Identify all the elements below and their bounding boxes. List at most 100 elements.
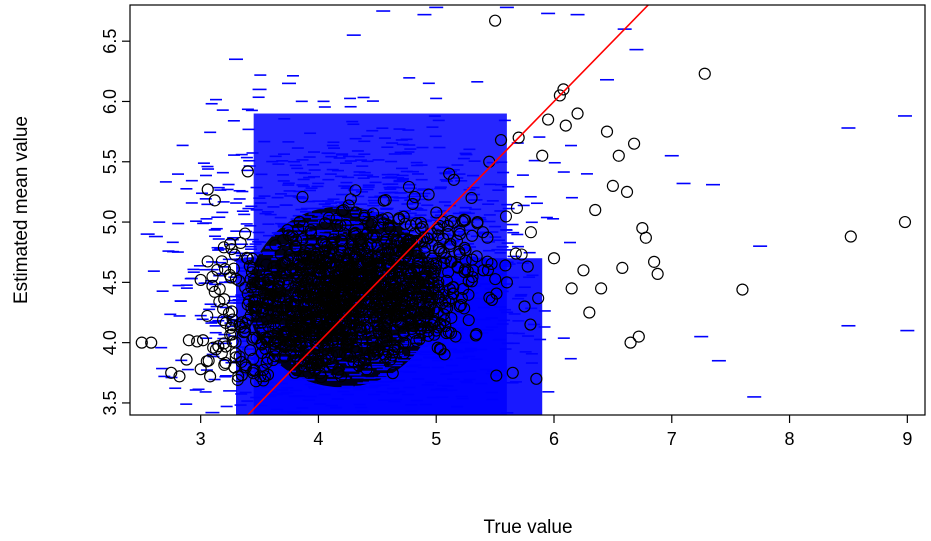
observed-point <box>226 319 239 332</box>
observed-point <box>296 190 309 204</box>
observed-point <box>267 337 280 350</box>
observed-point <box>632 330 645 343</box>
observed-point <box>422 257 435 270</box>
observed-point <box>229 347 242 360</box>
observed-point <box>287 329 300 342</box>
observed-point <box>342 283 355 296</box>
observed-point <box>304 227 318 240</box>
observed-point <box>135 336 148 349</box>
observed-point <box>736 283 749 296</box>
observed-point <box>453 224 466 237</box>
observed-point <box>509 247 522 260</box>
observed-point <box>347 228 360 241</box>
observed-point <box>357 311 370 324</box>
observed-point <box>268 306 281 319</box>
observed-point <box>547 252 561 265</box>
observed-point <box>145 336 158 349</box>
observed-point <box>412 319 425 332</box>
observed-point <box>269 322 282 335</box>
observed-point <box>500 276 513 289</box>
observed-point <box>394 319 407 332</box>
observed-point <box>494 133 508 147</box>
observed-point <box>392 271 405 284</box>
y-tick-label: 3.5 <box>100 390 120 415</box>
observed-point <box>300 289 313 303</box>
observed-point <box>321 282 334 295</box>
observed-point <box>208 285 221 298</box>
observed-point <box>347 355 360 368</box>
observed-point <box>301 318 314 331</box>
observed-point <box>201 309 214 322</box>
observed-point <box>374 300 387 313</box>
observed-point <box>196 334 210 347</box>
observed-point <box>557 83 570 96</box>
observed-point <box>194 363 207 376</box>
observed-point <box>278 256 291 269</box>
observed-point <box>369 309 382 322</box>
observed-point <box>232 274 245 287</box>
observed-point <box>218 263 232 276</box>
observed-point <box>201 183 214 196</box>
observed-point <box>297 347 311 361</box>
observed-point <box>378 348 391 361</box>
observed-point <box>559 119 572 132</box>
observed-point <box>395 246 408 260</box>
observed-point <box>364 238 377 251</box>
observed-point <box>262 330 275 343</box>
observed-point <box>606 179 619 192</box>
observed-point <box>269 342 282 355</box>
observed-point <box>429 288 442 301</box>
observed-point <box>306 256 319 269</box>
observed-point <box>250 332 263 345</box>
observed-point <box>489 273 502 286</box>
observed-point <box>382 221 395 234</box>
observed-point <box>461 265 474 278</box>
observed-point <box>499 259 512 272</box>
observed-point <box>490 369 503 382</box>
observed-point <box>277 234 290 247</box>
observed-point <box>465 229 479 242</box>
observed-point <box>268 261 281 274</box>
observed-point <box>438 314 451 327</box>
observed-point <box>391 234 404 248</box>
x-tick-label: 3 <box>196 429 206 449</box>
observed-point <box>639 231 652 244</box>
observed-point <box>422 188 435 201</box>
observed-point <box>627 137 641 150</box>
observed-point <box>264 280 277 293</box>
observed-point <box>336 273 349 286</box>
y-tick-label: 6.0 <box>100 89 120 114</box>
observed-point <box>208 194 221 207</box>
observed-point <box>406 197 419 211</box>
observed-point <box>390 291 403 304</box>
observed-point <box>388 304 401 317</box>
observed-point <box>300 312 313 325</box>
observed-point <box>244 344 257 357</box>
observed-point <box>337 204 350 217</box>
observed-point <box>612 149 625 162</box>
observed-point <box>577 264 590 277</box>
observed-point <box>274 284 287 297</box>
observed-point <box>430 324 443 337</box>
observed-point <box>255 301 268 314</box>
observed-point <box>386 346 399 359</box>
observed-point <box>219 316 232 329</box>
observed-point <box>324 252 337 265</box>
observed-point <box>194 273 207 287</box>
observed-point <box>349 299 362 312</box>
x-tick-label: 6 <box>549 429 559 449</box>
observed-point <box>453 247 466 260</box>
y-tick-label: 4.5 <box>100 270 120 295</box>
observed-point <box>311 339 324 352</box>
observed-point <box>499 210 513 223</box>
observed-point <box>442 326 455 339</box>
observed-point <box>293 215 306 228</box>
observed-point <box>458 241 471 254</box>
observed-point <box>435 245 448 258</box>
observed-point <box>296 219 310 233</box>
observed-point <box>459 263 472 276</box>
x-tick-label: 8 <box>785 429 795 449</box>
observed-point <box>844 230 857 243</box>
observed-point <box>229 272 243 285</box>
observed-point <box>410 334 423 347</box>
